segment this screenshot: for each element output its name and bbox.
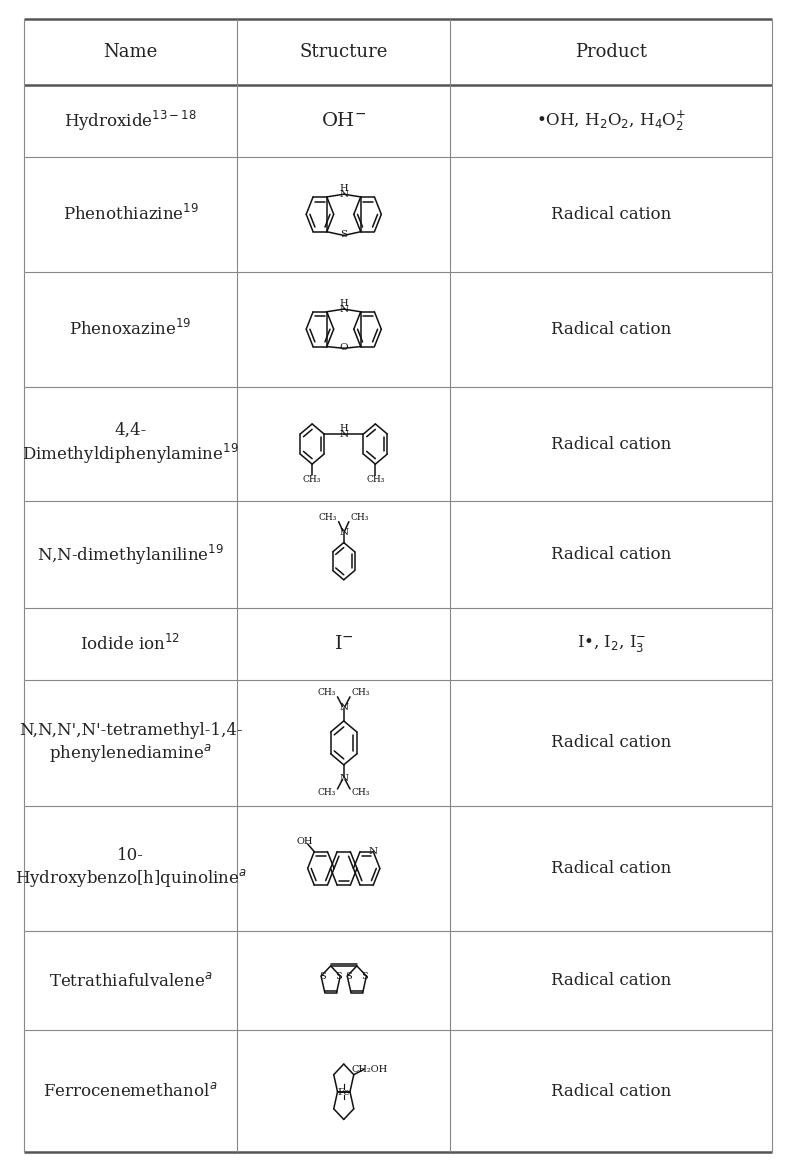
Text: CH₃: CH₃ [318, 513, 338, 523]
Text: Radical cation: Radical cation [551, 1083, 671, 1100]
Text: I$^{-}$: I$^{-}$ [334, 636, 353, 653]
Text: Radical cation: Radical cation [551, 972, 671, 989]
Text: CH₃: CH₃ [352, 688, 370, 697]
Text: CH₃: CH₃ [318, 688, 336, 697]
Text: CH₃: CH₃ [352, 788, 370, 797]
Text: 10-
Hydroxybenzo[h]quinoline$^{a}$: 10- Hydroxybenzo[h]quinoline$^{a}$ [14, 847, 247, 889]
Text: N,N-dimethylaniline$^{19}$: N,N-dimethylaniline$^{19}$ [37, 542, 224, 567]
Text: •OH, H$_2$O$_2$, H$_4$O$_2^{+}$: •OH, H$_2$O$_2$, H$_4$O$_2^{+}$ [537, 108, 686, 133]
Text: H: H [339, 299, 348, 308]
Text: Radical cation: Radical cation [551, 546, 671, 563]
Text: O: O [339, 343, 348, 352]
Text: S: S [345, 972, 352, 980]
Text: N: N [339, 527, 349, 537]
Text: S: S [319, 972, 326, 980]
Text: CH₂OH: CH₂OH [352, 1065, 388, 1074]
Text: Radical cation: Radical cation [551, 320, 671, 338]
Text: Structure: Structure [299, 43, 388, 61]
Text: Phenothiazine$^{19}$: Phenothiazine$^{19}$ [63, 204, 198, 225]
Text: Radical cation: Radical cation [551, 435, 671, 453]
Text: N: N [339, 430, 349, 439]
Text: Name: Name [103, 43, 158, 61]
Text: H: H [339, 184, 348, 193]
Text: CH₃: CH₃ [366, 475, 384, 484]
Text: Radical cation: Radical cation [551, 734, 671, 752]
Text: S: S [361, 972, 369, 980]
Text: N: N [339, 703, 349, 712]
Text: S: S [340, 230, 347, 239]
Text: OH: OH [296, 837, 313, 846]
Text: Radical cation: Radical cation [551, 860, 671, 876]
Text: N,N,N',N'-tetramethyl-1,4-
phenylenediamine$^{a}$: N,N,N',N'-tetramethyl-1,4- phenylenediam… [18, 722, 242, 764]
Text: Phenoxazine$^{19}$: Phenoxazine$^{19}$ [69, 319, 192, 339]
Text: N: N [369, 847, 378, 857]
Text: N: N [339, 305, 349, 314]
Text: Ferrocenemethanol$^{a}$: Ferrocenemethanol$^{a}$ [43, 1083, 218, 1100]
Text: Radical cation: Radical cation [551, 206, 671, 222]
Text: 4,4-
Dimethyldiphenylamine$^{19}$: 4,4- Dimethyldiphenylamine$^{19}$ [22, 421, 239, 467]
Text: S: S [335, 972, 342, 980]
Text: H: H [339, 424, 348, 433]
Text: I•, I$_2$, I$_3^{-}$: I•, I$_2$, I$_3^{-}$ [576, 633, 646, 654]
Text: CH₃: CH₃ [350, 513, 369, 523]
Text: Product: Product [576, 43, 647, 61]
Text: Hydroxide$^{13-18}$: Hydroxide$^{13-18}$ [64, 108, 197, 133]
Text: Iodide ion$^{12}$: Iodide ion$^{12}$ [80, 634, 181, 654]
Text: Tetrathiafulvalene$^{a}$: Tetrathiafulvalene$^{a}$ [49, 972, 213, 989]
Text: Fe: Fe [338, 1088, 350, 1096]
Text: CH₃: CH₃ [318, 788, 336, 797]
Text: N: N [339, 190, 349, 199]
Text: OH$^{-}$: OH$^{-}$ [321, 112, 366, 129]
Text: CH₃: CH₃ [303, 475, 322, 484]
Text: N: N [339, 774, 349, 782]
